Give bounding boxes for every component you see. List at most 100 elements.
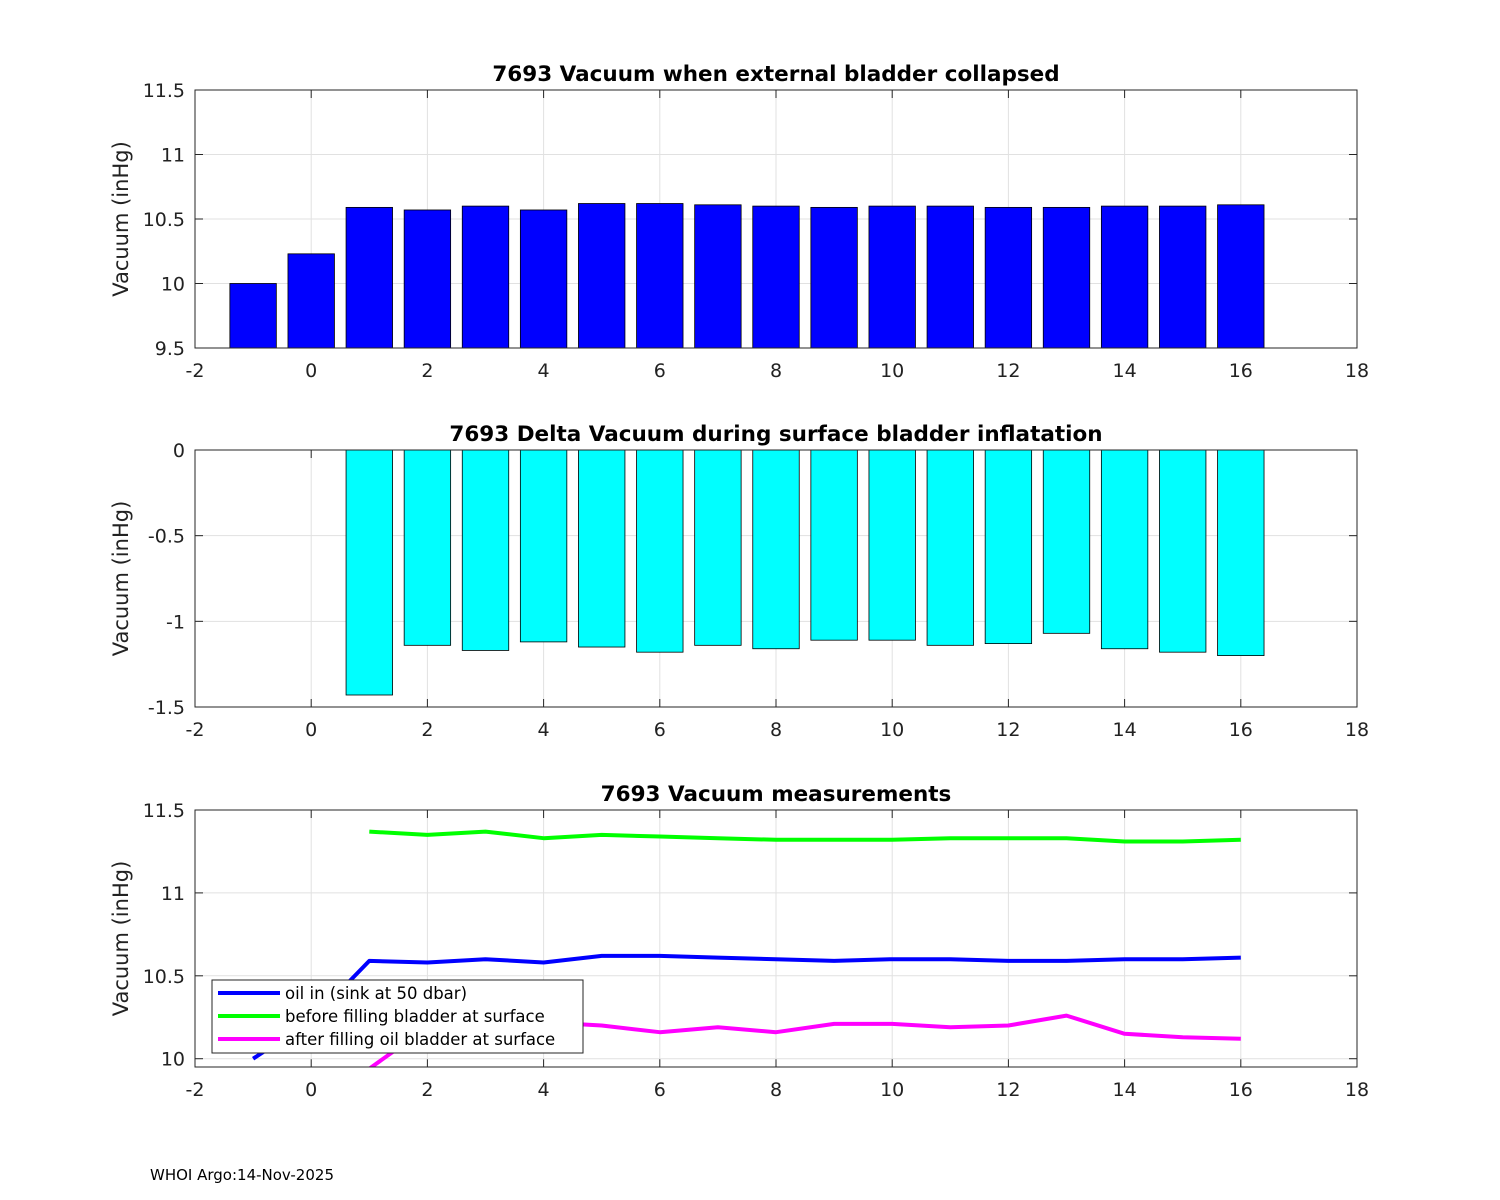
legend: oil in (sink at 50 dbar) before filling b…: [211, 979, 584, 1054]
series-line: [369, 829, 1241, 844]
y-tick-label: 11: [161, 145, 185, 167]
y-axis-label: Vacuum (inHg): [109, 501, 133, 657]
y-tick-label: 11.5: [143, 800, 185, 822]
legend-label: before filling bladder at surface: [285, 1007, 545, 1026]
y-axis-label: Vacuum (inHg): [109, 861, 133, 1017]
bar: [636, 203, 684, 348]
x-tick-label: 18: [1345, 360, 1369, 382]
x-tick-label: 6: [654, 719, 666, 741]
y-tick-label: -0.5: [148, 526, 185, 548]
x-tick-label: 14: [1113, 719, 1137, 741]
x-tick-label: 10: [880, 1079, 904, 1101]
bar: [1159, 205, 1207, 348]
x-tick-label: 2: [421, 360, 433, 382]
x-tick-label: 12: [996, 719, 1020, 741]
x-tick-label: 16: [1229, 1079, 1253, 1101]
footer-label: WHOI Argo:14-Nov-2025: [150, 1166, 334, 1184]
x-tick-label: 8: [770, 719, 782, 741]
bar: [810, 450, 858, 641]
y-tick-label: 10.5: [143, 209, 185, 231]
x-tick-label: -2: [186, 360, 205, 382]
bar: [984, 450, 1033, 645]
y-tick-label: 10: [161, 274, 185, 296]
x-tick-label: 10: [880, 719, 904, 741]
bar: [1042, 450, 1091, 634]
bar: [1217, 204, 1265, 348]
x-tick-label: 16: [1229, 360, 1253, 382]
bar: [1100, 205, 1149, 348]
axes-box: [194, 809, 1358, 1068]
series-line: [252, 953, 1241, 1061]
x-tick-label: 8: [770, 360, 782, 382]
bar: [1042, 206, 1091, 348]
y-tick-label: -1: [166, 611, 185, 633]
x-tick-label: -2: [186, 719, 205, 741]
axes-box: [194, 449, 1358, 708]
bar: [926, 205, 974, 348]
bar: [1100, 450, 1149, 650]
bar: [578, 450, 626, 648]
bar: [403, 209, 452, 348]
bar: [461, 205, 510, 348]
bar: [229, 283, 277, 348]
bar: [636, 450, 684, 653]
bar: [345, 450, 393, 696]
y-tick-label: 10: [161, 1049, 185, 1071]
bar: [984, 206, 1033, 348]
bar: [810, 206, 858, 348]
bar: [578, 203, 626, 348]
x-tick-label: 0: [305, 360, 317, 382]
x-tick-label: 0: [305, 1079, 317, 1101]
x-tick-label: 6: [654, 1079, 666, 1101]
bar: [868, 450, 916, 641]
bar: [403, 450, 452, 646]
bar: [868, 205, 916, 348]
chart-title: 7693 Delta Vacuum during surface bladder…: [449, 422, 1102, 447]
bar: [752, 205, 800, 348]
chart-2: -2 0 2 4 6 8 10 12 14 16 18 -1.5 -1 -0.5 0 7693 Delta V…: [109, 422, 1369, 741]
x-tick-label: 8: [770, 1079, 782, 1101]
bar: [519, 209, 568, 348]
data-layer: [345, 450, 1265, 696]
y-tick-label: -1.5: [148, 697, 185, 719]
data-layer: [229, 203, 1265, 348]
x-tick-label: 16: [1229, 719, 1253, 741]
chart-1: -2 0 2 4 6 8 10 12 14 16 18 9.5 10 10.5 11 11.5 7693 Vac…: [109, 62, 1369, 382]
x-tick-label: 4: [538, 719, 550, 741]
x-tick-label: 2: [421, 1079, 433, 1101]
bar: [519, 450, 568, 643]
y-axis-label: Vacuum (inHg): [109, 141, 133, 297]
bar: [345, 206, 393, 348]
bar: [694, 204, 742, 348]
bar: [926, 450, 974, 646]
x-tick-label: 10: [880, 360, 904, 382]
x-tick-label: 2: [421, 719, 433, 741]
x-tick-label: 18: [1345, 719, 1369, 741]
bar: [1159, 450, 1207, 653]
x-tick-label: 4: [538, 1079, 550, 1101]
legend-label: oil in (sink at 50 dbar): [285, 984, 467, 1003]
bar: [287, 253, 335, 348]
y-tick-label: 11.5: [143, 80, 185, 102]
y-tick-label: 10.5: [143, 966, 185, 988]
x-tick-label: 6: [654, 360, 666, 382]
x-tick-label: 4: [538, 360, 550, 382]
bar: [1217, 450, 1265, 657]
x-tick-label: 12: [996, 1079, 1020, 1101]
y-tick-label: 11: [161, 883, 185, 905]
x-tick-label: 12: [996, 360, 1020, 382]
x-tick-label: 14: [1113, 1079, 1137, 1101]
chart-3: -2 0 2 4 6 8 10 12 14 16 18 10 10.5 11 11.5 oil in (sin…: [109, 782, 1369, 1101]
bar: [461, 450, 510, 651]
legend-label: after filling oil bladder at surface: [285, 1030, 555, 1049]
chart-title: 7693 Vacuum when external bladder collap…: [492, 62, 1059, 87]
x-tick-label: 14: [1113, 360, 1137, 382]
x-tick-label: 0: [305, 719, 317, 741]
y-tick-label: 9.5: [155, 338, 185, 360]
x-tick-label: 18: [1345, 1079, 1369, 1101]
y-tick-label: 0: [173, 440, 185, 462]
axes-box: [194, 89, 1358, 349]
chart-title: 7693 Vacuum measurements: [601, 782, 952, 807]
bar: [694, 450, 742, 646]
